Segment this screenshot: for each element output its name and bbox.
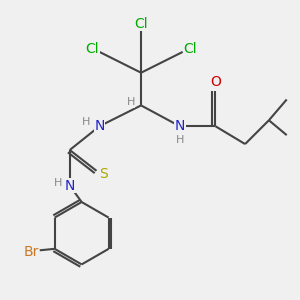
- Text: N: N: [64, 179, 75, 193]
- Text: Cl: Cl: [85, 42, 99, 56]
- Text: Br: Br: [23, 245, 38, 259]
- Text: H: H: [127, 98, 135, 107]
- Text: N: N: [94, 119, 105, 133]
- Text: N: N: [175, 119, 185, 133]
- Text: Cl: Cl: [134, 17, 148, 31]
- Text: S: S: [100, 167, 108, 181]
- Text: Cl: Cl: [183, 42, 197, 56]
- Text: H: H: [82, 117, 90, 127]
- Text: H: H: [54, 178, 62, 188]
- Text: O: O: [210, 75, 221, 88]
- Text: H: H: [176, 135, 184, 145]
